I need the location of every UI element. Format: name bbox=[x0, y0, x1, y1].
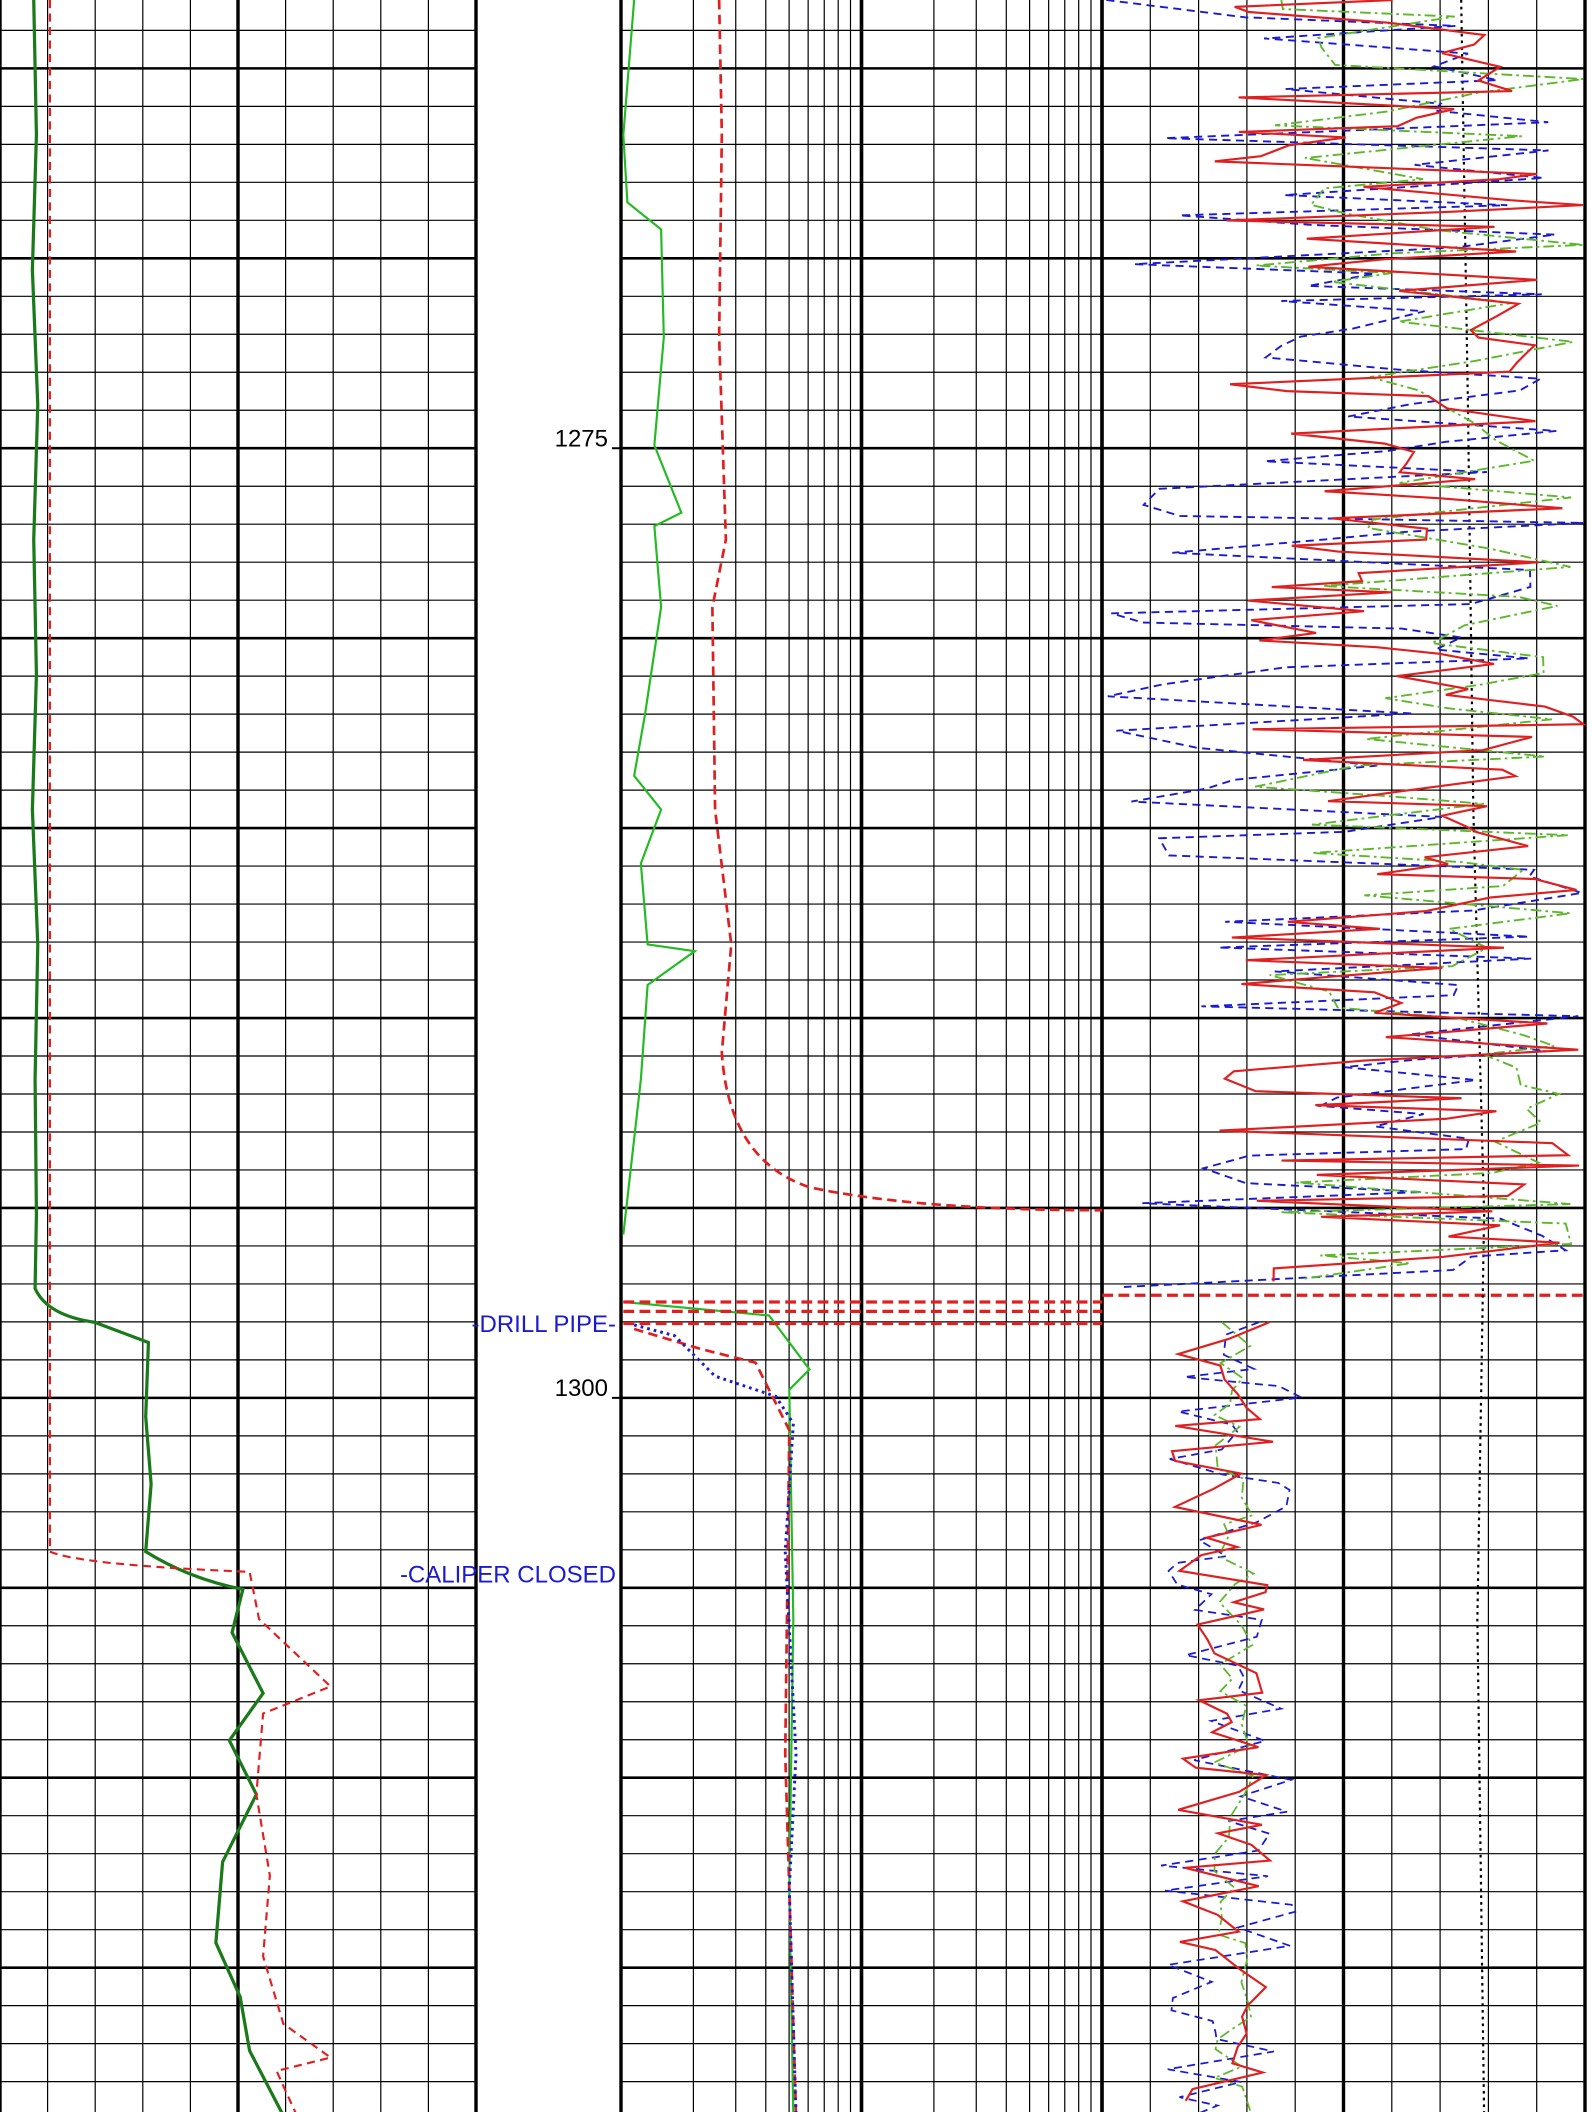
resistivity-curve bbox=[48, 0, 334, 2112]
track2-red bbox=[633, 0, 1103, 2112]
depth-label: 1275 bbox=[555, 426, 608, 453]
track3-trace bbox=[1160, 1321, 1305, 2112]
labels: 1275 1300 -DRILL PIPE- -CALIPER CLOSED bbox=[400, 426, 621, 1589]
track3-trace bbox=[1214, 0, 1587, 1282]
track3-trace bbox=[1212, 1321, 1256, 2111]
track3-dotted bbox=[1460, 0, 1486, 2112]
pipe-lines bbox=[623, 1293, 1586, 1326]
annotation: -CALIPER CLOSED bbox=[400, 1562, 616, 1589]
depth-label: 1300 bbox=[555, 1375, 608, 1402]
curves bbox=[30, 0, 1587, 2112]
annotation: -DRILL PIPE- bbox=[472, 1311, 616, 1338]
gamma-curve bbox=[30, 0, 284, 2112]
track3-trace bbox=[1106, 0, 1584, 1288]
track2-blue bbox=[633, 1323, 798, 2112]
track3-trace bbox=[1170, 1321, 1274, 2102]
